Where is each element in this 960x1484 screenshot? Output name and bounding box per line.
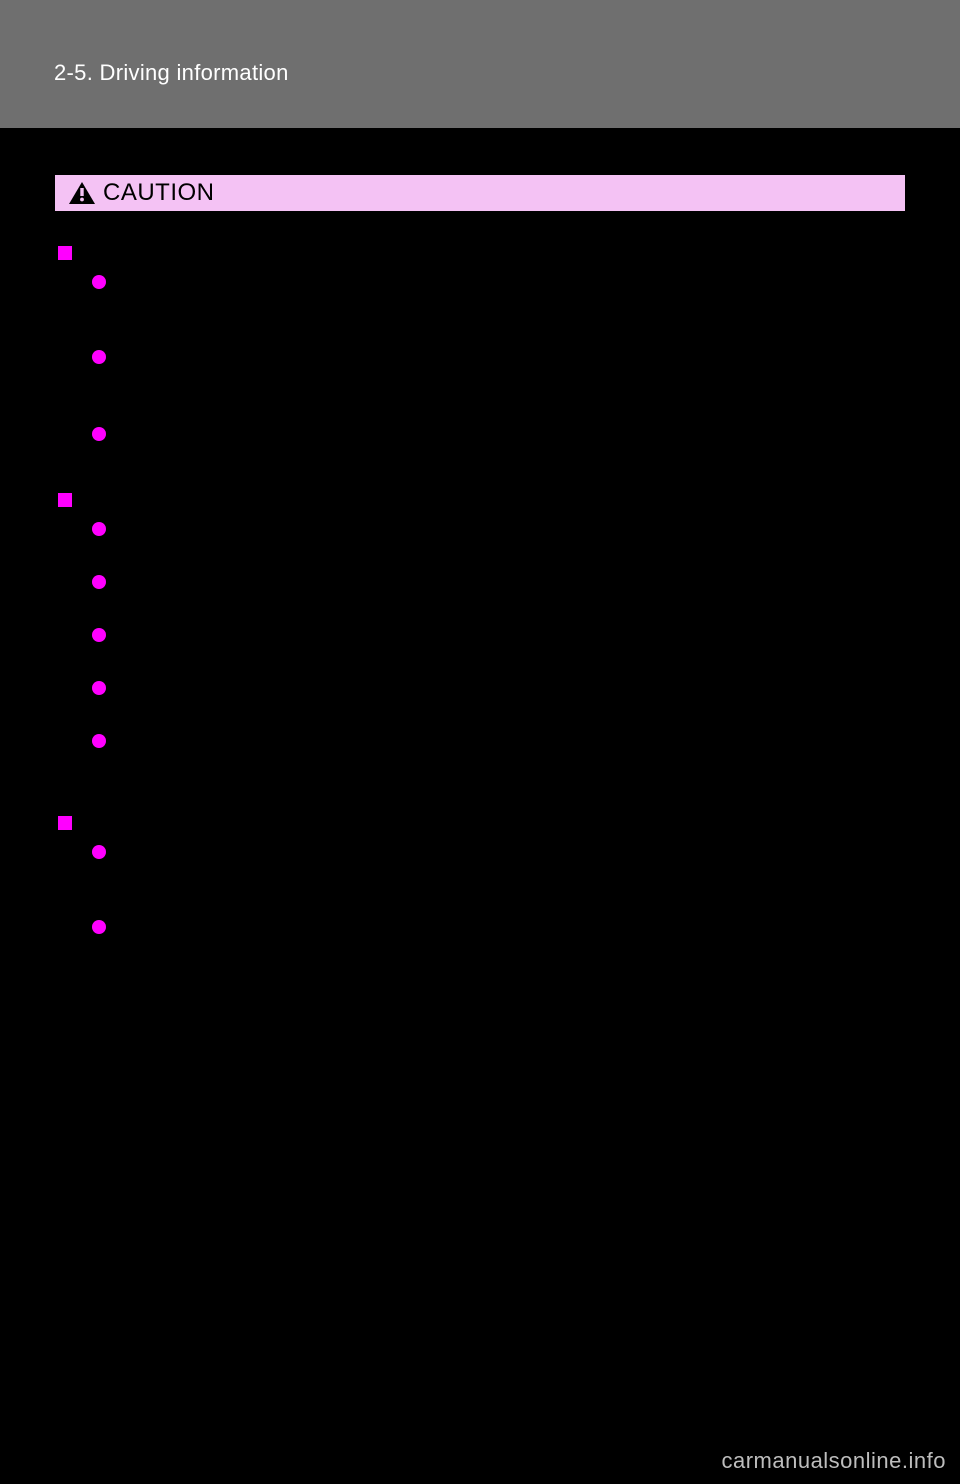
- bullet-item: [92, 917, 906, 934]
- bullet-dot-icon: [92, 845, 106, 859]
- bullet-dot-icon: [92, 628, 106, 642]
- bullet-list: [92, 272, 906, 441]
- bullet-item: [92, 272, 906, 289]
- bullet-dot-icon: [92, 681, 106, 695]
- section-head: [58, 242, 906, 260]
- bullet-item: [92, 424, 906, 441]
- section-square-icon: [58, 246, 72, 260]
- section-square-icon: [58, 816, 72, 830]
- bullet-dot-icon: [92, 522, 106, 536]
- section-label: 2-5. Driving information: [54, 60, 960, 86]
- bullet-item: [92, 519, 906, 536]
- bullet-item: [92, 625, 906, 642]
- watermark: carmanualsonline.info: [721, 1448, 946, 1474]
- bullet-item: [92, 572, 906, 589]
- caution-section: [54, 812, 906, 934]
- bullet-dot-icon: [92, 734, 106, 748]
- bullet-dot-icon: [92, 427, 106, 441]
- caution-label: CAUTION: [103, 179, 215, 207]
- bullet-dot-icon: [92, 920, 106, 934]
- bullet-item: [92, 347, 906, 364]
- section-head: [58, 812, 906, 830]
- caution-section: [54, 489, 906, 748]
- header-band: 2-5. Driving information: [0, 0, 960, 128]
- section-head: [58, 489, 906, 507]
- bullet-dot-icon: [92, 275, 106, 289]
- bullet-item: [92, 731, 906, 748]
- bullet-list: [92, 519, 906, 748]
- page-content: CAUTION: [0, 128, 960, 934]
- bullet-item: [92, 678, 906, 695]
- bullet-list: [92, 842, 906, 934]
- bullet-dot-icon: [92, 575, 106, 589]
- section-square-icon: [58, 493, 72, 507]
- caution-section: [54, 242, 906, 441]
- bullet-dot-icon: [92, 350, 106, 364]
- bullet-item: [92, 842, 906, 859]
- caution-bar: CAUTION: [54, 174, 906, 212]
- warning-triangle-icon: [69, 182, 95, 204]
